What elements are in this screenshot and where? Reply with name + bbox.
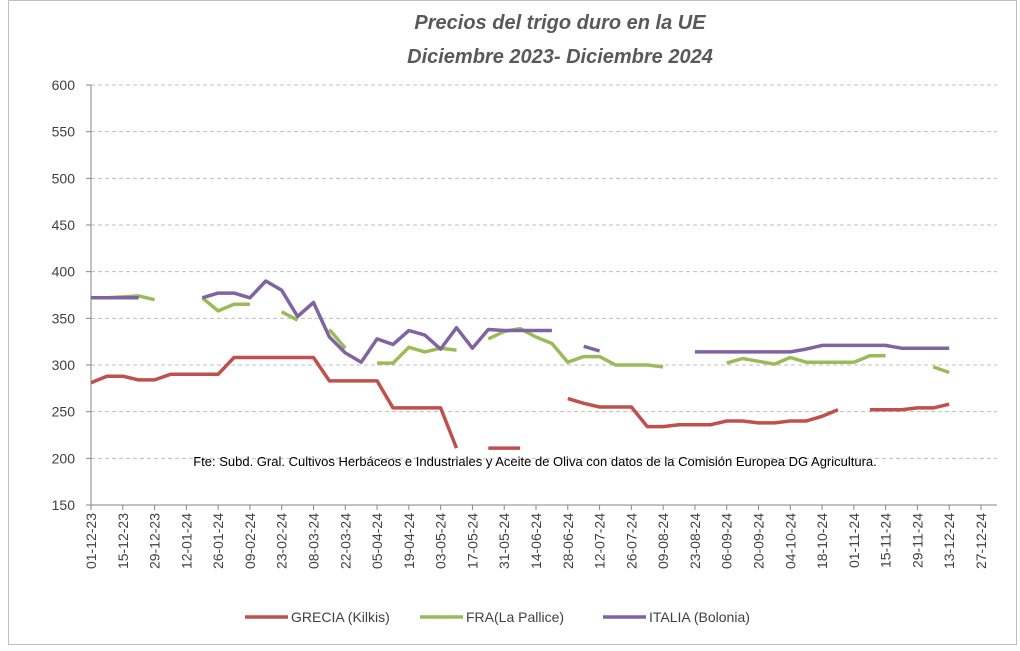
x-tick-label: 04-10-24 bbox=[782, 513, 798, 569]
y-tick-label: 300 bbox=[52, 357, 76, 373]
x-tick-label: 29-12-23 bbox=[147, 513, 163, 569]
y-tick-label: 200 bbox=[52, 450, 76, 466]
x-tick-label: 01-12-23 bbox=[83, 513, 99, 569]
x-tick-label: 19-04-24 bbox=[401, 513, 417, 569]
chart-subtitle: Diciembre 2023- Diciembre 2024 bbox=[407, 46, 713, 68]
x-tick-label: 03-05-24 bbox=[433, 513, 449, 569]
y-tick-label: 550 bbox=[52, 124, 76, 140]
x-tick-label: 20-09-24 bbox=[751, 513, 767, 569]
x-tick-label: 28-06-24 bbox=[560, 513, 576, 569]
x-tick-label: 23-08-24 bbox=[687, 513, 703, 569]
x-tick-label: 13-12-24 bbox=[941, 513, 957, 569]
x-tick-label: 23-02-24 bbox=[274, 513, 290, 569]
x-tick-label: 18-10-24 bbox=[814, 513, 830, 569]
chart-title: Precios del trigo duro en la UE bbox=[414, 12, 706, 34]
y-tick-label: 250 bbox=[52, 404, 76, 420]
legend-label: GRECIA (Kilkis) bbox=[291, 609, 390, 625]
x-tick-label: 06-09-24 bbox=[719, 513, 735, 569]
x-tick-label: 09-02-24 bbox=[242, 513, 258, 569]
y-tick-label: 350 bbox=[52, 310, 76, 326]
x-tick-label: 05-04-24 bbox=[369, 513, 385, 569]
series-line bbox=[90, 355, 950, 450]
legend-label: FRA(La Pallice) bbox=[466, 609, 564, 625]
x-tick-label: 12-01-24 bbox=[178, 513, 194, 569]
x-tick-label: 27-12-24 bbox=[973, 513, 989, 569]
x-tick-label: 14-06-24 bbox=[528, 513, 544, 569]
annotation: Fte: Subd. Gral. Cultivos Herbáceos e In… bbox=[193, 454, 877, 469]
x-tick-label: 17-05-24 bbox=[464, 513, 480, 569]
legend-label: ITALIA (Bolonia) bbox=[649, 609, 750, 625]
chart-border bbox=[8, 0, 1017, 645]
y-tick-label: 500 bbox=[52, 170, 76, 186]
y-tick-label: 600 bbox=[52, 77, 76, 93]
x-tick-label: 12-07-24 bbox=[592, 513, 608, 569]
x-tick-label: 22-03-24 bbox=[337, 513, 353, 569]
x-tick-label: 31-05-24 bbox=[496, 513, 512, 569]
x-tick-label: 15-12-23 bbox=[115, 513, 131, 569]
x-tick-label: 26-01-24 bbox=[210, 513, 226, 569]
y-tick-label: 450 bbox=[52, 217, 76, 233]
x-tick-label: 26-07-24 bbox=[623, 513, 639, 569]
x-tick-label: 15-11-24 bbox=[878, 513, 894, 568]
y-tick-label: 400 bbox=[52, 264, 76, 280]
y-tick-label: 150 bbox=[52, 497, 76, 513]
x-tick-label: 29-11-24 bbox=[909, 513, 925, 568]
x-tick-label: 09-08-24 bbox=[655, 513, 671, 569]
x-tick-label: 08-03-24 bbox=[306, 513, 322, 569]
x-tick-label: 01-11-24 bbox=[846, 513, 862, 568]
series-line bbox=[91, 279, 950, 364]
